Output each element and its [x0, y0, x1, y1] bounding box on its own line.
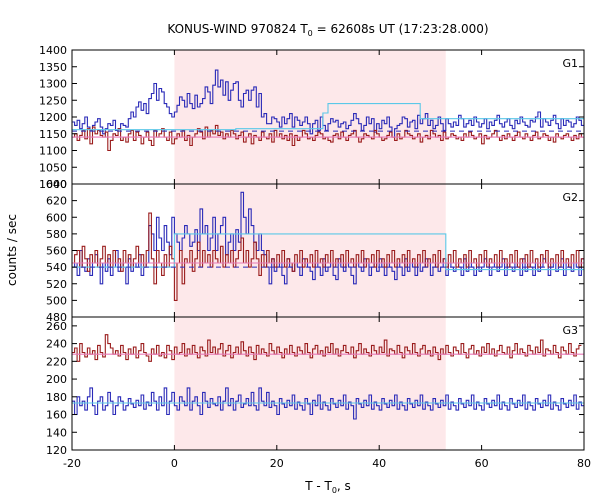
y-tick-label: 560	[46, 245, 67, 258]
series-blue-line	[72, 69, 584, 138]
y-tick-label: 120	[46, 444, 67, 457]
chart-title-main: KONUS-WIND 970824 T	[167, 22, 308, 36]
y-tick-label: 220	[46, 355, 67, 368]
y-tick-label: 1200	[39, 111, 67, 124]
y-tick-label: 520	[46, 278, 67, 291]
y-tick-label: 1000	[39, 178, 67, 191]
x-axis-label-main: T - T	[304, 479, 332, 493]
x-tick-label: 80	[577, 457, 591, 470]
y-tick-label: 1300	[39, 78, 67, 91]
y-tick-label: 140	[46, 426, 67, 439]
shaded-interval	[174, 317, 446, 450]
y-tick-label: 620	[46, 195, 67, 208]
y-tick-label: 480	[46, 311, 67, 324]
panel-label: G3	[562, 324, 578, 337]
x-tick-label: 60	[475, 457, 489, 470]
y-tick-label: 500	[46, 294, 67, 307]
panel-label: G2	[562, 191, 578, 204]
series-blue-line	[72, 387, 584, 420]
panel-g3: 120 140 160 180 200 220 240 260 G3	[46, 316, 585, 457]
x-tick-label: -20	[63, 457, 81, 470]
y-tick-label: 160	[46, 409, 67, 422]
chart-title-rest: = 62608s UT (17:23:28.000)	[313, 22, 489, 36]
y-tick-label: 640	[46, 178, 67, 191]
y-tick-label: 1350	[39, 61, 67, 74]
x-tick-labels: -20 0 20 40 60 80	[63, 457, 591, 470]
panels: 1000 1050 1100 1150 1200 1250 1300 1350 1400 G1 48…	[39, 44, 585, 457]
panel-g1: 1000 1050 1100 1150 1200 1250 1300 1350 1400 G1	[39, 44, 585, 191]
y-tick-label: 1150	[39, 128, 67, 141]
x-tick-label: 40	[372, 457, 386, 470]
x-axis-label: T - T0, s	[304, 479, 351, 495]
y-tick-label: 580	[46, 228, 67, 241]
x-axis-label-rest: , s	[337, 479, 351, 493]
chart-title-subscript: 0	[308, 29, 313, 38]
y-tick-label: 260	[46, 320, 67, 333]
y-tick-label: 1050	[39, 161, 67, 174]
panel-frame	[71, 316, 585, 451]
series-red-line	[72, 334, 582, 362]
shaded-interval	[174, 184, 446, 317]
x-tick-label: 0	[171, 457, 178, 470]
y-tick-label: 200	[46, 373, 67, 386]
y-tick-label: 1400	[39, 44, 67, 57]
y-tick-label: 180	[46, 391, 67, 404]
y-axis-label: counts / sec	[5, 214, 19, 286]
chart-title: KONUS-WIND 970824 T0 = 62608s UT (17:23:…	[167, 22, 488, 38]
y-tick-label: 600	[46, 211, 67, 224]
y-tick-label: 240	[46, 338, 67, 351]
x-tick-label: 20	[270, 457, 284, 470]
background-level-bg_blue	[72, 103, 584, 131]
y-tick-label: 1100	[39, 145, 67, 158]
shaded-interval	[174, 50, 446, 184]
y-tick-label: 540	[46, 261, 67, 274]
panel-label: G1	[562, 57, 578, 70]
panel-g2: 480 500 520 540 560 580 600 620 640 G2	[46, 178, 585, 324]
x-axis-label-subscript: 0	[332, 486, 337, 495]
y-tick-label: 1250	[39, 94, 67, 107]
